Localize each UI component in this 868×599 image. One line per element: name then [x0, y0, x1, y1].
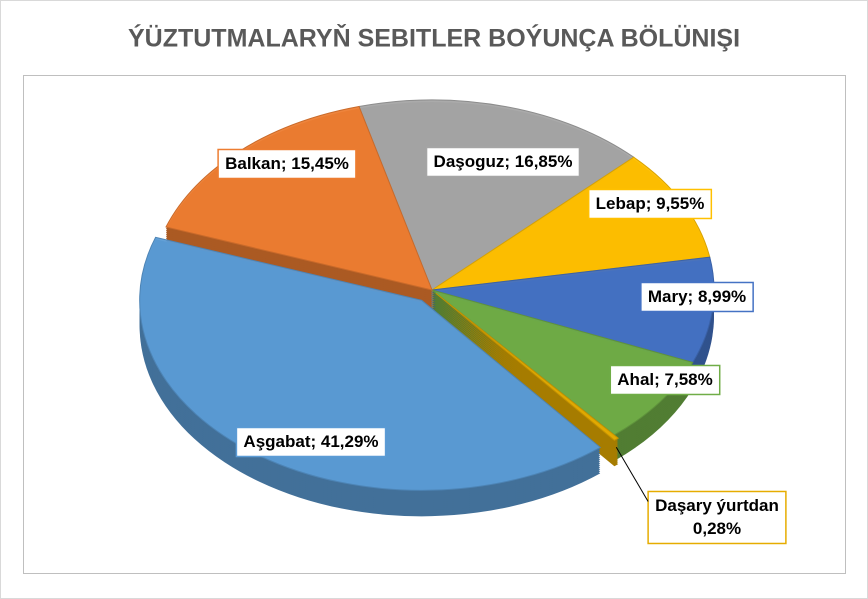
- label-category: Daşoguz: [434, 152, 505, 171]
- data-label: Daşoguz; 16,85%: [425, 146, 581, 178]
- label-box: [217, 148, 357, 180]
- label-box: [609, 364, 721, 396]
- label-text: Aşgabat; 41,29%: [243, 432, 378, 451]
- label-text: Ahal; 7,58%: [617, 370, 712, 389]
- label-text: Mary; 8,99%: [648, 287, 746, 306]
- label-separator: ;: [504, 152, 514, 171]
- label-text: Balkan; 15,45%: [225, 154, 349, 173]
- label-category: Balkan: [225, 154, 281, 173]
- label-value: 41,29%: [321, 432, 379, 451]
- label-category: Daşary ýurtdan: [655, 496, 779, 515]
- data-label: Mary; 8,99%: [640, 281, 754, 313]
- label-separator: ;: [311, 432, 321, 451]
- plot-border: [23, 75, 846, 574]
- label-text: Daşoguz; 16,85%: [434, 152, 573, 171]
- slice: [435, 292, 620, 441]
- label-separator: ;: [654, 370, 664, 389]
- data-label: Lebap; 9,55%: [587, 188, 713, 220]
- data-label: Aşgabat; 41,29%: [235, 426, 387, 458]
- label-separator: ;: [646, 194, 656, 213]
- chart-title: ÝÜZTUTMALARYŇ SEBITLER BOÝUNÇA BÖLÜNIŞI: [128, 23, 740, 53]
- label-box: [647, 490, 787, 545]
- leader-line: [615, 446, 649, 502]
- data-label: Ahal; 7,58%: [609, 364, 721, 396]
- label-box: [640, 281, 754, 313]
- label-box: [235, 426, 387, 458]
- label-separator: ;: [688, 287, 698, 306]
- label-box: [587, 188, 713, 220]
- label-text: Daşary ýurtdan: [655, 496, 779, 515]
- label-box: [425, 146, 581, 178]
- label-category: Ahal: [617, 370, 654, 389]
- data-label: Balkan; 15,45%: [217, 148, 357, 180]
- label-category: Mary: [648, 287, 688, 306]
- label-text: Lebap; 9,55%: [596, 194, 705, 213]
- label-text: 0,28%: [693, 519, 741, 538]
- label-value: 8,99%: [698, 287, 746, 306]
- label-value: 0,28%: [693, 519, 741, 538]
- label-value: 16,85%: [515, 152, 573, 171]
- data-label: Daşary ýurtdan 0,28%: [647, 490, 787, 545]
- label-separator: ;: [281, 154, 291, 173]
- label-category: Aşgabat: [243, 432, 310, 451]
- label-value: 9,55%: [656, 194, 704, 213]
- label-value: 7,58%: [665, 370, 713, 389]
- labels: Daşoguz; 16,85% Lebap; 9,55% Mary; 8,99% Ah…: [217, 146, 787, 545]
- label-value: 15,45%: [291, 154, 349, 173]
- label-category: Lebap: [596, 194, 646, 213]
